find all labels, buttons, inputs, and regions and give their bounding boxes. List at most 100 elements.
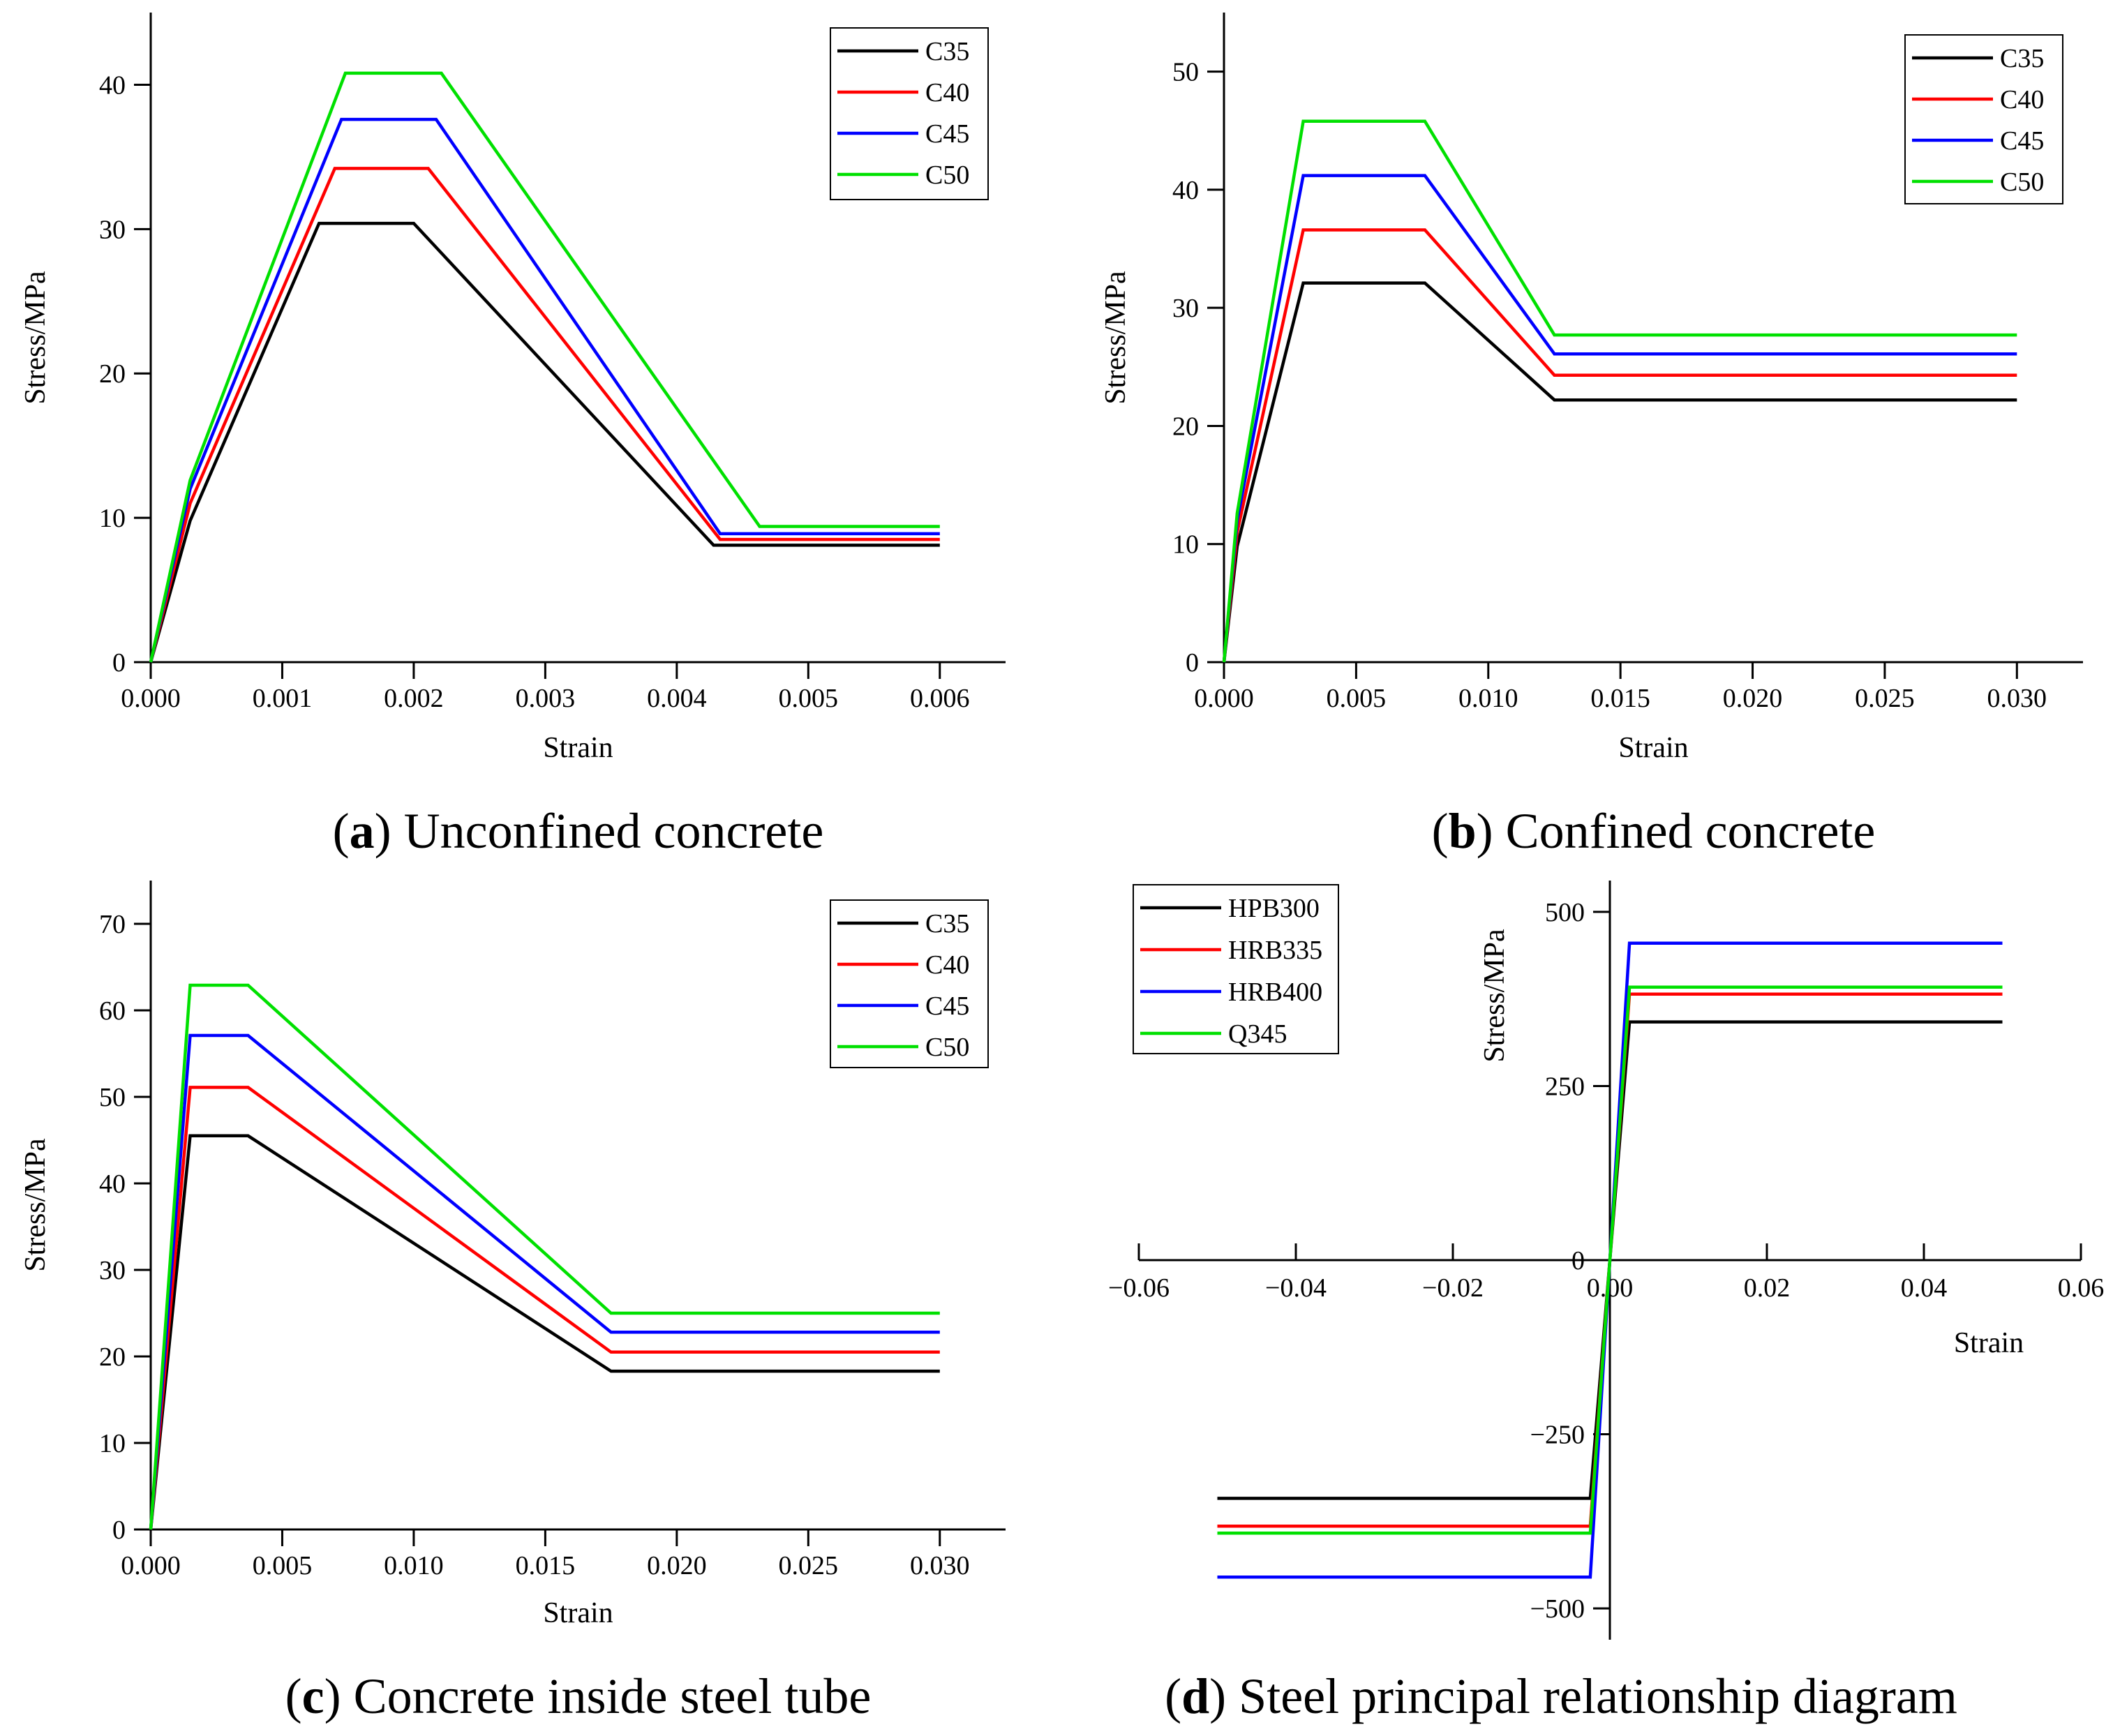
x-tick-label: 0.005: [1327, 684, 1387, 713]
y-axis-label: Stress/MPa: [20, 271, 52, 405]
x-tick-label: 0.006: [910, 684, 970, 713]
series-line-c40: [149, 1086, 940, 1530]
x-tick-label: 0.000: [121, 1551, 181, 1580]
legend-label-hrb400: HRB400: [1228, 978, 1322, 1007]
y-tick-label: 50: [1172, 58, 1199, 87]
legend-label-c35: C35: [925, 909, 969, 938]
x-tick-label: 0.020: [647, 1551, 707, 1580]
x-tick-label: 0.010: [384, 1551, 444, 1580]
caption: (a) Unconfined concrete: [333, 803, 824, 859]
y-tick-label: 10: [99, 504, 126, 533]
caption-open-paren: (: [285, 1668, 302, 1724]
x-tick-label: 0.015: [1590, 684, 1650, 713]
y-tick-label: −250: [1530, 1421, 1585, 1450]
legend-label-c50: C50: [925, 160, 969, 190]
caption-letter: b: [1449, 803, 1477, 859]
y-tick-label: 50: [99, 1083, 126, 1112]
legend-label-c35: C35: [925, 37, 969, 66]
x-tick-label: 0.025: [1855, 684, 1915, 713]
caption-close-paren: ): [1477, 803, 1506, 859]
x-axis-label: Strain: [543, 1597, 613, 1629]
y-tick-label: 20: [1172, 412, 1199, 441]
series-line-c35: [1222, 281, 2017, 663]
x-tick-label: 0.06: [2058, 1273, 2105, 1303]
chart-panel-b: 0.000 0.005 0.010 0.015 0.020 0.025 0.030 0 10 20…: [1100, 13, 2083, 859]
legend-label-c35: C35: [2000, 44, 2044, 73]
series-line-c40: [149, 167, 940, 663]
y-tick-label: 20: [99, 359, 126, 389]
y-tick-label: 40: [99, 1169, 126, 1199]
series-line-c50: [149, 983, 940, 1530]
legend-label-hpb300: HPB300: [1228, 894, 1320, 923]
y-tick-label: 10: [1172, 530, 1199, 560]
x-tick-label: 0.030: [910, 1551, 970, 1580]
x-tick-label: −0.04: [1265, 1273, 1327, 1303]
x-tick-label: 0.003: [516, 684, 576, 713]
y-tick-label: 30: [99, 1256, 126, 1285]
series-line-c45: [149, 117, 940, 663]
caption-text: Steel principal relationship diagram: [1239, 1668, 1957, 1724]
x-tick-label: 0.000: [121, 684, 181, 713]
caption-close-paren: ): [1209, 1668, 1239, 1724]
x-tick-label: 0.002: [384, 684, 444, 713]
y-tick-label: 0: [1571, 1246, 1585, 1275]
x-tick-label: 0.025: [779, 1551, 839, 1580]
legend-label-c40: C40: [2000, 85, 2044, 114]
legend-label-c45: C45: [2000, 126, 2044, 156]
x-tick-label: 0.015: [516, 1551, 576, 1580]
series-line-c35: [149, 1134, 940, 1530]
x-tick-label: 0.020: [1723, 684, 1783, 713]
legend-label-c45: C45: [925, 992, 969, 1021]
y-axis-label: Stress/MPa: [20, 1138, 52, 1272]
y-axis-label: Stress/MPa: [1100, 271, 1132, 405]
chart-panel-c: 0.000 0.005 0.010 0.015 0.020 0.025 0.030 0 10 20…: [20, 881, 1006, 1724]
caption-letter: d: [1181, 1668, 1209, 1724]
caption-text: Concrete inside steel tube: [354, 1668, 872, 1724]
legend-label-c50: C50: [925, 1033, 969, 1062]
series-line-c50: [1222, 119, 2017, 663]
y-tick-label: 0: [112, 1516, 126, 1545]
x-tick-label: 0.005: [779, 684, 839, 713]
y-tick-label: 0: [1186, 648, 1199, 678]
y-tick-label: 60: [99, 996, 126, 1026]
legend-label-c40: C40: [925, 950, 969, 980]
y-tick-label: 0: [112, 648, 126, 678]
legend-box: [830, 899, 989, 1068]
y-tick-label: 250: [1545, 1072, 1585, 1101]
caption: (d) Steel principal relationship diagram: [1165, 1668, 1957, 1724]
legend-label-c50: C50: [2000, 167, 2044, 197]
caption-letter: c: [302, 1668, 324, 1724]
series-line-c35: [149, 221, 940, 663]
legend-box: [1904, 34, 2063, 204]
y-tick-label: 30: [99, 215, 126, 244]
series-line-c45: [1222, 174, 2017, 663]
x-tick-label: 0.02: [1744, 1273, 1791, 1303]
caption-text: Unconfined concrete: [404, 803, 824, 859]
caption-close-paren: ): [375, 803, 404, 859]
x-tick-label: 0.010: [1458, 684, 1518, 713]
legend-label-hrb335: HRB335: [1228, 936, 1322, 965]
y-tick-label: −500: [1530, 1594, 1585, 1624]
x-tick-label: −0.02: [1422, 1273, 1484, 1303]
x-tick-label: 0.001: [253, 684, 313, 713]
series-line-q345: [1217, 985, 2003, 1535]
x-tick-label: −0.06: [1108, 1273, 1170, 1303]
y-tick-label: 70: [99, 910, 126, 939]
series-line-c45: [149, 1033, 940, 1530]
y-tick-label: 20: [99, 1342, 126, 1372]
x-tick-label: 0.04: [1901, 1273, 1948, 1303]
caption-open-paren: (: [1165, 1668, 1181, 1724]
y-axis-label: Stress/MPa: [1479, 929, 1511, 1063]
series-line-c50: [149, 71, 940, 663]
x-axis-label: Strain: [1954, 1327, 2024, 1359]
x-tick-label: 0.030: [1987, 684, 2047, 713]
y-tick-label: 40: [1172, 176, 1199, 205]
legend-label-q345: Q345: [1228, 1019, 1287, 1049]
x-axis-label: Strain: [543, 732, 613, 764]
y-tick-label: 30: [1172, 294, 1199, 323]
caption: (b) Confined concrete: [1432, 803, 1876, 859]
x-tick-label: 0.004: [647, 684, 707, 713]
x-tick-label: 0.000: [1194, 684, 1254, 713]
x-axis-label: Strain: [1618, 732, 1688, 764]
